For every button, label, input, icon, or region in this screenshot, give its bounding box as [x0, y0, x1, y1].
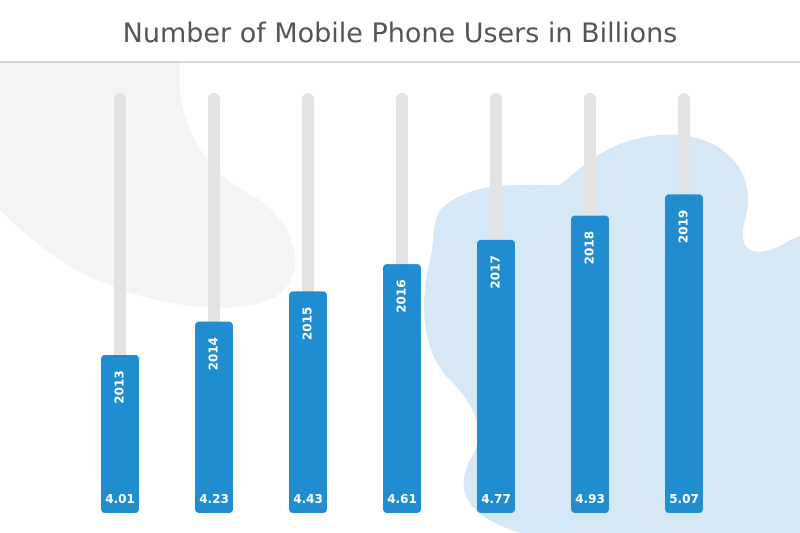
bar-2014 — [195, 321, 233, 513]
bar-2016 — [383, 264, 421, 513]
value-label-2015: 4.43 — [293, 492, 323, 506]
category-label-2013: 2013 — [113, 370, 127, 403]
category-label-2015: 2015 — [301, 307, 315, 340]
value-label-2019: 5.07 — [669, 492, 699, 506]
value-label-2017: 4.77 — [481, 492, 511, 506]
category-label-2019: 2019 — [677, 210, 691, 243]
bar-2013 — [101, 355, 139, 513]
category-label-2018: 2018 — [583, 231, 597, 264]
background-blob-gray — [0, 62, 296, 308]
bars-group: 2013 4.01 2014 4.23 2015 4.43 2016 4.61 2017 4.77… — [101, 93, 703, 514]
chart-title: Number of Mobile Phone Users in Billions — [123, 18, 678, 49]
category-label-2014: 2014 — [207, 337, 221, 370]
bar-2017 — [477, 239, 515, 514]
value-label-2013: 4.01 — [105, 492, 135, 506]
bar-2018 — [571, 215, 609, 513]
value-label-2016: 4.61 — [387, 492, 417, 506]
bar-2019 — [665, 194, 703, 513]
value-label-2014: 4.23 — [199, 492, 229, 506]
bar-2015 — [289, 291, 327, 513]
value-label-2018: 4.93 — [575, 492, 605, 506]
category-label-2016: 2016 — [395, 279, 409, 312]
background-blob-blue — [424, 134, 800, 533]
category-label-2017: 2017 — [489, 255, 503, 288]
